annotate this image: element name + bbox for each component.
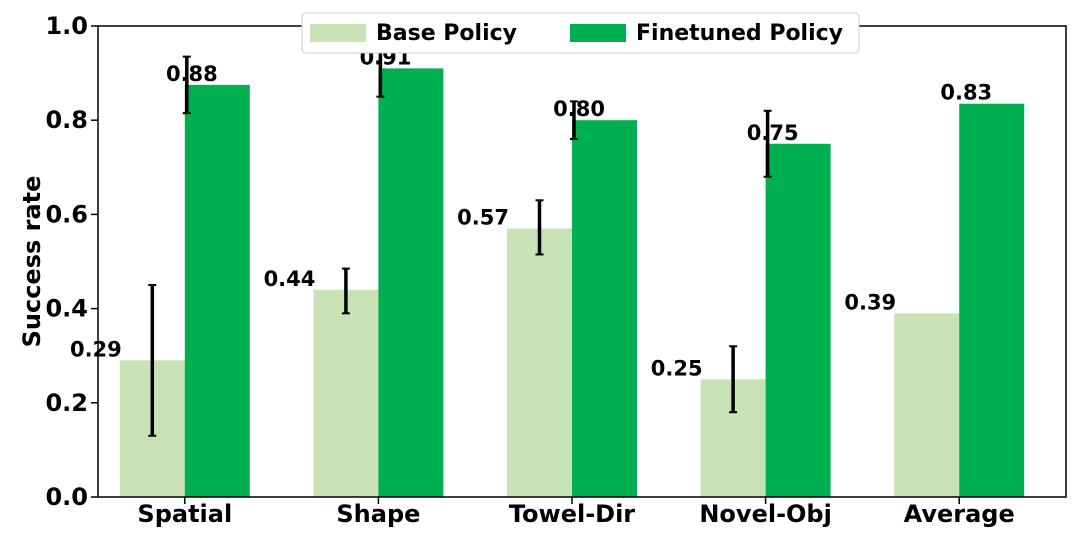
y-tick-label: 0.6 <box>45 200 88 228</box>
y-tick-label: 1.0 <box>45 12 88 40</box>
data-label: 0.29 <box>70 337 122 361</box>
legend-swatch <box>570 24 626 42</box>
data-labels-group: 0.290.440.570.250.390.880.910.800.750.83 <box>70 45 992 380</box>
y-tick-label: 0.4 <box>45 295 88 323</box>
y-axis: 0.0 0.2 0.4 0.6 0.8 1.0 <box>45 12 98 511</box>
y-tick-label: 0.0 <box>45 483 88 511</box>
x-tick-label: Average <box>904 500 1015 528</box>
data-label: 0.25 <box>651 356 703 380</box>
bar <box>378 68 444 497</box>
data-label: 0.75 <box>747 121 799 145</box>
bar <box>572 120 637 497</box>
bar <box>184 84 250 497</box>
x-tick-label: Shape <box>336 500 420 528</box>
x-axis: Spatial Shape Towel-Dir Novel-Obj Average <box>137 497 1015 528</box>
data-label: 0.83 <box>940 81 992 105</box>
x-tick-label: Novel-Obj <box>699 500 832 528</box>
bar <box>765 143 831 497</box>
data-label: 0.44 <box>264 267 316 291</box>
bar <box>507 228 572 497</box>
y-axis-label: Success rate <box>18 176 46 348</box>
x-tick-label: Spatial <box>137 500 232 528</box>
bars-group <box>119 68 1025 497</box>
bar <box>313 289 379 497</box>
data-label: 0.39 <box>844 290 896 314</box>
data-label: 0.88 <box>166 62 218 86</box>
data-label: 0.80 <box>553 97 605 121</box>
bar <box>894 313 960 497</box>
legend: Base Policy Finetuned Policy <box>301 12 860 54</box>
x-tick-label: Towel-Dir <box>509 500 635 528</box>
bar <box>959 103 1025 497</box>
y-tick-label: 0.8 <box>45 106 88 134</box>
data-label: 0.57 <box>457 206 509 230</box>
y-tick-label: 0.2 <box>45 389 88 417</box>
legend-label: Finetuned Policy <box>636 21 843 46</box>
legend-swatch <box>310 24 366 42</box>
legend-label: Base Policy <box>376 21 517 46</box>
